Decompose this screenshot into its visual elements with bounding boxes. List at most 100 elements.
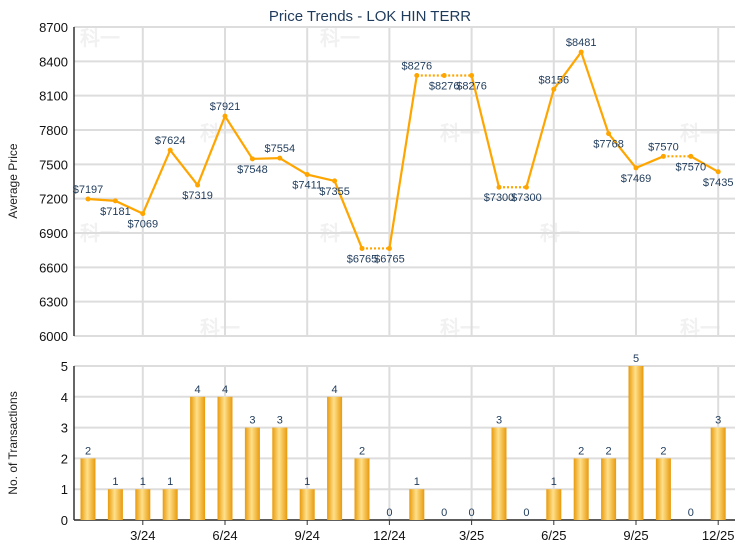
watermark: 科一	[320, 26, 360, 50]
y-tick-label: 3	[61, 421, 68, 436]
transaction-bar	[190, 396, 206, 520]
bar-data-label: 1	[304, 476, 310, 488]
price-data-label: $7355	[319, 186, 350, 198]
bar-data-label: 2	[660, 445, 666, 457]
price-data-label: $7411	[292, 180, 322, 192]
y-tick-label: 8400	[39, 54, 68, 69]
bar-data-label: 1	[167, 476, 173, 488]
transaction-bar	[628, 366, 644, 520]
bar-data-label: 4	[195, 384, 201, 396]
y-tick-label: 0	[61, 513, 68, 528]
bar-data-label: 3	[715, 415, 721, 427]
bar-data-label: 3	[277, 415, 283, 427]
price-point	[441, 73, 447, 79]
price-line-segment	[169, 149, 199, 186]
price-line-segment	[525, 88, 555, 188]
price-data-label: $7921	[210, 101, 241, 113]
transaction-bar	[80, 458, 96, 520]
x-tick-label: 6/25	[541, 528, 566, 543]
price-data-label: $7069	[128, 219, 159, 231]
y-tick-label: 6000	[39, 329, 68, 344]
price-point	[688, 153, 694, 159]
price-line-segment	[607, 132, 637, 169]
price-data-label: $7197	[73, 184, 104, 196]
transaction-bar	[409, 489, 425, 520]
bar-data-label: 1	[414, 476, 420, 488]
price-line-segment	[690, 155, 719, 173]
price-point	[469, 73, 475, 79]
watermark: 科一	[680, 121, 720, 145]
price-point	[195, 182, 201, 188]
price-point	[606, 131, 612, 137]
transaction-bar	[710, 427, 726, 520]
y-tick-label: 7200	[39, 192, 68, 207]
x-tick-label: 9/24	[295, 528, 320, 543]
transaction-bar	[299, 489, 315, 520]
price-line-segment	[87, 197, 116, 202]
price-point	[277, 155, 283, 161]
y-tick-label: 2	[61, 451, 68, 466]
price-point	[715, 169, 721, 175]
y-tick-label: 8700	[39, 20, 68, 35]
price-line-segment	[224, 115, 254, 160]
bar-data-label: 0	[469, 507, 475, 519]
transactions-y-axis-label: No. of Transactions	[6, 391, 20, 494]
bar-data-label: 0	[441, 507, 447, 519]
price-point	[332, 178, 338, 184]
bar-data-label: 3	[496, 415, 502, 427]
y-tick-label: 4	[61, 390, 68, 405]
price-line-segment	[252, 157, 280, 160]
price-point	[112, 198, 118, 204]
transaction-bar	[354, 458, 370, 520]
bar-data-label: 2	[578, 445, 584, 457]
bar-data-label: 1	[140, 476, 146, 488]
bar-data-label: 2	[606, 445, 612, 457]
y-tick-label: 7800	[39, 123, 68, 138]
transaction-bar	[573, 458, 589, 520]
price-data-label: $7548	[237, 164, 268, 176]
bar-data-label: 0	[523, 507, 529, 519]
transaction-bar	[546, 489, 562, 520]
chart-title: Price Trends - LOK HIN TERR	[269, 8, 471, 25]
price-point	[304, 172, 310, 178]
bar-data-label: 3	[249, 415, 255, 427]
x-tick-label: 12/25	[702, 528, 735, 543]
x-tick-label: 12/24	[373, 528, 406, 543]
price-data-label: $8156	[539, 74, 570, 86]
transaction-bar	[162, 489, 178, 520]
price-data-label: $8276	[429, 81, 460, 93]
y-tick-label: 6900	[39, 226, 68, 241]
y-tick-label: 5	[61, 359, 68, 374]
price-data-label: $6765	[347, 253, 378, 265]
bar-data-label: 5	[633, 353, 639, 365]
y-tick-label: 1	[61, 482, 68, 497]
x-tick-label: 6/24	[212, 528, 237, 543]
price-line-segment	[635, 155, 664, 169]
price-data-label: $7570	[648, 141, 679, 153]
price-data-label: $7768	[593, 139, 624, 151]
y-tick-label: 8100	[39, 89, 68, 104]
x-tick-label: 3/25	[459, 528, 484, 543]
price-point	[523, 184, 529, 190]
price-point	[167, 147, 173, 153]
price-point	[633, 165, 639, 171]
price-data-label: $8481	[566, 37, 597, 49]
transaction-bar	[135, 489, 151, 520]
price-data-label: $7319	[182, 190, 213, 202]
y-tick-label: 7500	[39, 157, 68, 172]
price-point	[359, 245, 365, 251]
bar-data-label: 1	[112, 476, 118, 488]
price-point	[660, 153, 666, 159]
price-point	[386, 245, 392, 251]
transaction-bar	[217, 396, 233, 520]
price-data-label: $7435	[703, 177, 734, 189]
price-data-label: $7469	[621, 173, 652, 185]
transaction-bar	[244, 427, 260, 520]
transaction-bar	[272, 427, 288, 520]
bar-data-label: 4	[222, 384, 228, 396]
x-tick-label: 3/24	[130, 528, 155, 543]
price-data-label: $7570	[676, 161, 707, 173]
transaction-bar	[107, 489, 123, 520]
price-line-segment	[470, 75, 501, 188]
